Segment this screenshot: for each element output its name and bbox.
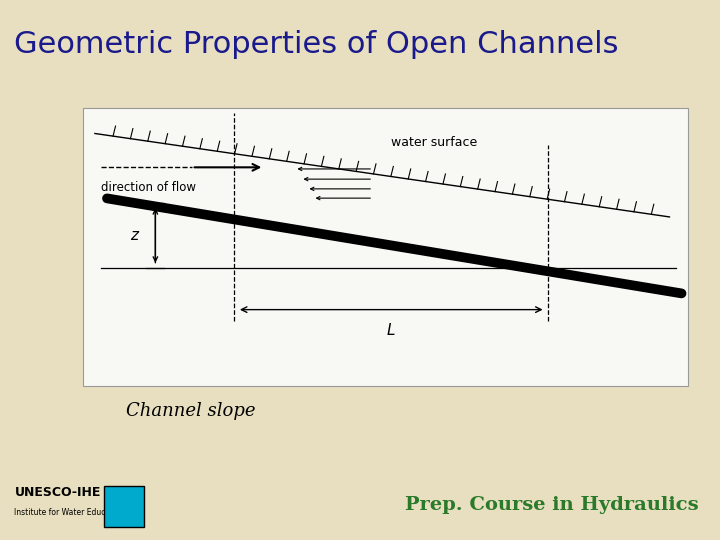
Text: z: z [130, 228, 138, 243]
Text: Geometric Properties of Open Channels: Geometric Properties of Open Channels [14, 30, 619, 59]
Text: L: L [387, 322, 395, 338]
Bar [14, 475, 173, 529]
Text: water surface: water surface [391, 136, 477, 149]
Text: Institute for Water Education: Institute for Water Education [14, 508, 125, 517]
Bar [83, 108, 688, 386]
Bar [104, 486, 144, 526]
Text: UNESCO-IHE: UNESCO-IHE [14, 486, 101, 499]
Text: Channel slope: Channel slope [126, 402, 256, 420]
Text: Prep. Course in Hydraulics: Prep. Course in Hydraulics [405, 496, 698, 514]
Text: direction of flow: direction of flow [101, 181, 196, 194]
